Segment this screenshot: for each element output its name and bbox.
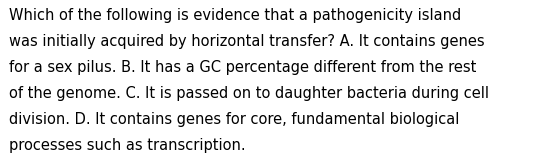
Text: division. D. It contains genes for core, fundamental biological: division. D. It contains genes for core,…: [9, 112, 459, 127]
Text: of the genome. C. It is passed on to daughter bacteria during cell: of the genome. C. It is passed on to dau…: [9, 86, 489, 101]
Text: Which of the following is evidence that a pathogenicity island: Which of the following is evidence that …: [9, 8, 461, 23]
Text: for a sex pilus. B. It has a GC percentage different from the rest: for a sex pilus. B. It has a GC percenta…: [9, 60, 477, 75]
Text: processes such as transcription.: processes such as transcription.: [9, 138, 246, 153]
Text: was initially acquired by horizontal transfer? A. It contains genes: was initially acquired by horizontal tra…: [9, 34, 484, 49]
